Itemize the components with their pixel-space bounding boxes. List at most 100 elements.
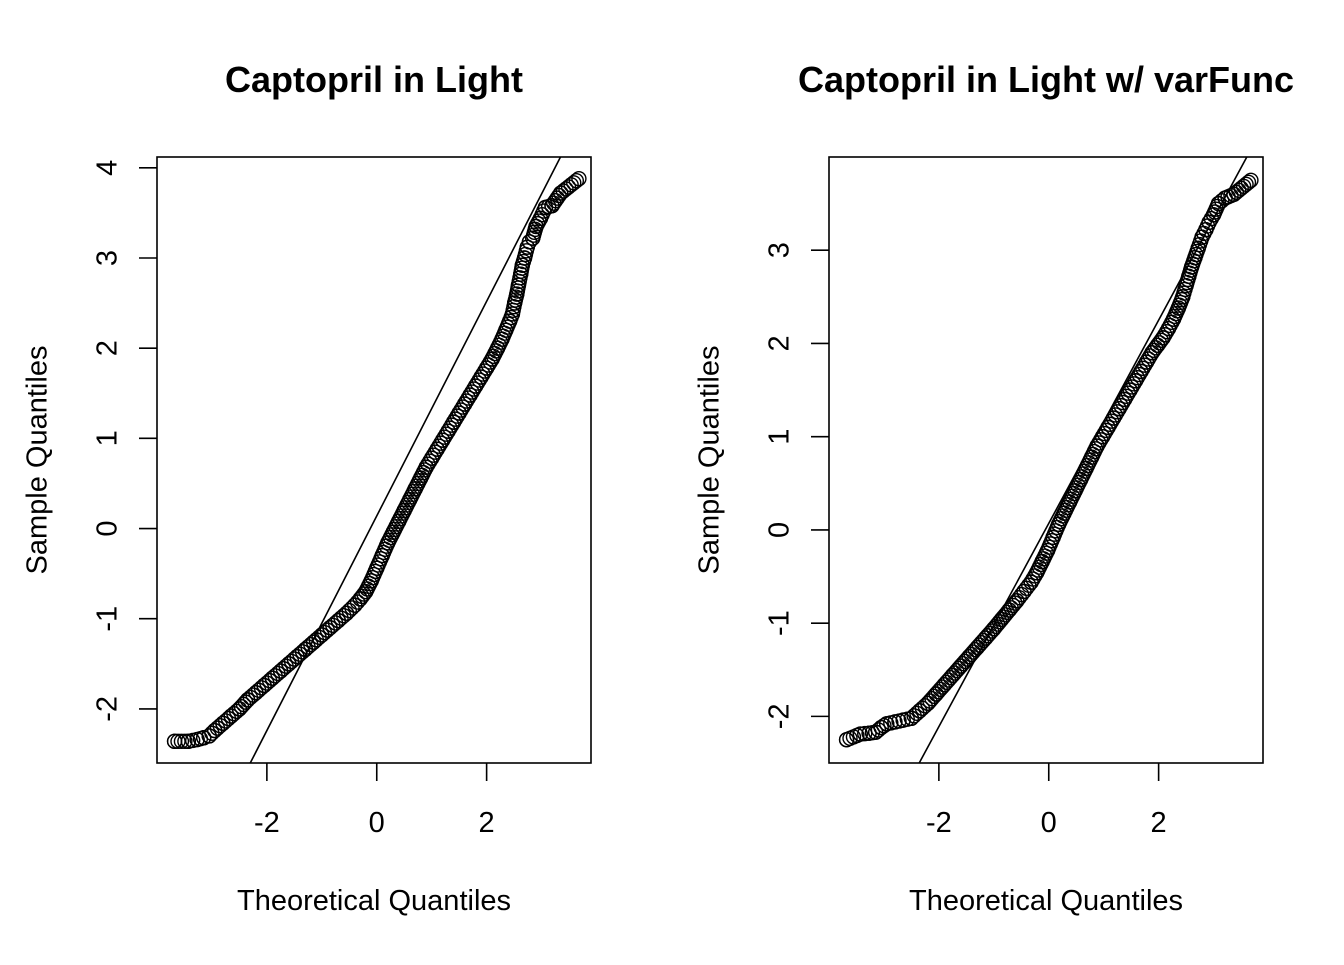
y-tick-label: 0 [92, 520, 124, 536]
qq-point [1217, 190, 1233, 206]
qq-point [544, 197, 560, 214]
x-tick-label: 2 [479, 807, 495, 839]
qq-point [510, 277, 527, 293]
y-tick-label: 3 [92, 250, 124, 266]
qq-point [878, 716, 895, 732]
x-tick-label: 0 [369, 807, 385, 839]
qq-point [440, 423, 456, 439]
qq-point [434, 432, 451, 448]
qq-point [418, 459, 434, 475]
qq-point [180, 733, 197, 750]
qq-point [374, 547, 390, 564]
qq-point [173, 733, 190, 750]
qq-point [568, 173, 585, 189]
qq-point [445, 414, 462, 430]
x-axis-label: Theoretical Quantiles [237, 885, 511, 917]
qq-point [423, 450, 440, 466]
qq-point [494, 331, 510, 347]
qq-point [189, 731, 205, 748]
qq-point [537, 199, 554, 216]
qq-point [170, 733, 186, 750]
qq-point [1238, 176, 1254, 193]
qq-point [338, 605, 355, 622]
qq-reference-line [918, 157, 1248, 763]
qq-point [369, 560, 385, 576]
qq-point [429, 441, 445, 457]
qq-point [1175, 289, 1191, 305]
qq-point [1111, 401, 1127, 417]
y-tick-label: -1 [764, 610, 796, 636]
qq-point [944, 667, 961, 684]
qq-point-band [838, 174, 1257, 748]
qq-point [532, 210, 549, 227]
qq-point [498, 322, 514, 338]
qq-point [870, 722, 887, 738]
qq-point [555, 183, 572, 199]
qq-point [1198, 222, 1214, 238]
qq-point-band [166, 173, 585, 750]
qq-point [451, 405, 467, 421]
qq-point [363, 573, 379, 589]
qq-panel-2: Captopril in Light w/ varFunc -2 0 2 -2 -1 0 1 2… [694, 59, 1294, 917]
qq-point [521, 234, 538, 250]
qq-point [501, 313, 518, 329]
y-tick-label: 1 [764, 429, 796, 445]
qq-point [509, 286, 525, 302]
y-tick-label: 1 [92, 430, 124, 446]
qq-point [936, 676, 953, 693]
qq-point [867, 724, 884, 740]
qq-point [1187, 249, 1203, 266]
x-tick-label: -2 [254, 807, 280, 839]
qq-point [571, 170, 587, 187]
qq-point [201, 728, 217, 744]
qq-point [1023, 574, 1039, 590]
qq-point [852, 726, 869, 742]
qq-point [1178, 277, 1194, 294]
qq-point [1122, 382, 1138, 398]
qq-point [514, 257, 531, 273]
qq-point [993, 611, 1010, 628]
qq-point [473, 369, 489, 385]
y-tick-label: 0 [764, 522, 796, 538]
qq-point [462, 387, 478, 403]
x-axis-label: Theoretical Quantiles [909, 885, 1183, 917]
qq-point [336, 608, 352, 624]
y-tick-label: -2 [92, 696, 124, 722]
qq-point [341, 602, 357, 619]
qq-point [1170, 300, 1187, 316]
qq-point [467, 378, 484, 394]
qq-point [928, 686, 944, 702]
qq-panel-1: Captopril in Light -2 0 2 -2 -1 0 1 2 3 4 Theoretic… [22, 59, 592, 917]
qq-point [456, 396, 473, 412]
qq-point [1089, 438, 1105, 454]
x-tick-label: 2 [1151, 807, 1167, 839]
qq-point [986, 621, 1002, 637]
qq-point [525, 230, 541, 246]
qq-point [1001, 602, 1017, 618]
qq-point [953, 658, 969, 674]
chart-title: Captopril in Light w/ varFunc [798, 59, 1294, 100]
qq-point [1116, 391, 1133, 408]
qq-point [961, 649, 977, 665]
qq-point [1094, 428, 1111, 445]
qq-point [887, 714, 903, 730]
y-tick-label: -2 [764, 703, 796, 729]
qq-point [1105, 410, 1122, 426]
qq-point [478, 360, 495, 376]
plot-frame [828, 156, 1264, 764]
y-axis-label: Sample Quantiles [694, 346, 726, 575]
qq-point [1100, 419, 1116, 436]
qq-point [1226, 186, 1242, 202]
qq-point [1240, 174, 1257, 191]
y-axis-label: Sample Quantiles [22, 346, 54, 575]
qq-point [506, 295, 523, 311]
qq-point [566, 175, 582, 191]
x-tick-label: 0 [1041, 807, 1057, 839]
qq-reference-line [249, 157, 562, 763]
qq-point [1138, 354, 1155, 370]
x-tick-label: -2 [926, 807, 952, 839]
plot-frame [156, 156, 592, 764]
qq-point [344, 600, 360, 616]
